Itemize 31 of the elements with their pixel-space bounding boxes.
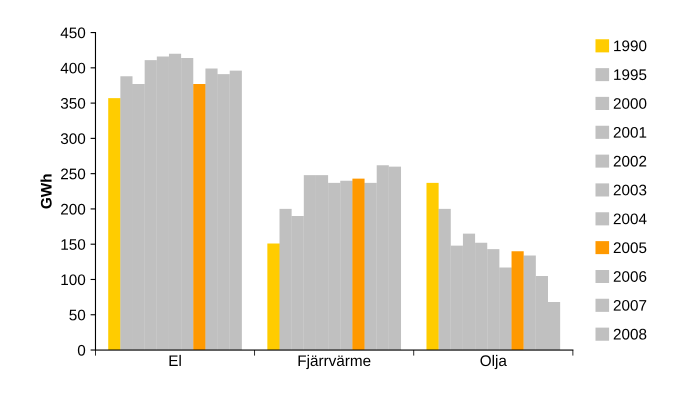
y-tick-label: 300 xyxy=(60,133,86,144)
y-tick-label: 350 xyxy=(60,98,86,109)
legend-label: 1990 xyxy=(614,40,646,52)
y-tick-label: 50 xyxy=(69,310,86,320)
y-tick-label: 250 xyxy=(61,168,86,180)
x-tick-label: Fjärrvärme xyxy=(298,354,370,370)
legend-label: 2000 xyxy=(614,98,646,109)
legend-label: 2003 xyxy=(614,184,646,196)
bar xyxy=(193,84,206,350)
legend-label: 2001 xyxy=(614,126,646,138)
y-axis-title: GWh xyxy=(40,174,52,208)
legend-label: 2007 xyxy=(614,300,646,311)
y-tick-label: 450 xyxy=(60,27,86,38)
legend-label: 1995 xyxy=(614,69,646,80)
x-tick-label: Olja xyxy=(480,354,507,370)
x-tick-label: El xyxy=(170,354,181,366)
bar xyxy=(426,182,439,350)
y-tick-label: 100 xyxy=(61,274,86,286)
legend-label: 2008 xyxy=(614,328,646,340)
bar xyxy=(512,251,524,350)
legend-label: 2004 xyxy=(614,213,647,224)
legend-label: 2005 xyxy=(614,242,646,254)
y-tick-label: 200 xyxy=(61,204,86,215)
y-tick-label: 400 xyxy=(60,62,86,74)
bar xyxy=(108,98,120,350)
y-tick-label: 150 xyxy=(61,239,86,250)
legend-label: 2002 xyxy=(614,156,646,167)
bar xyxy=(267,243,280,350)
legend-label: 2006 xyxy=(614,271,646,282)
y-tick-label: 0 xyxy=(78,344,86,356)
bar xyxy=(352,178,365,350)
